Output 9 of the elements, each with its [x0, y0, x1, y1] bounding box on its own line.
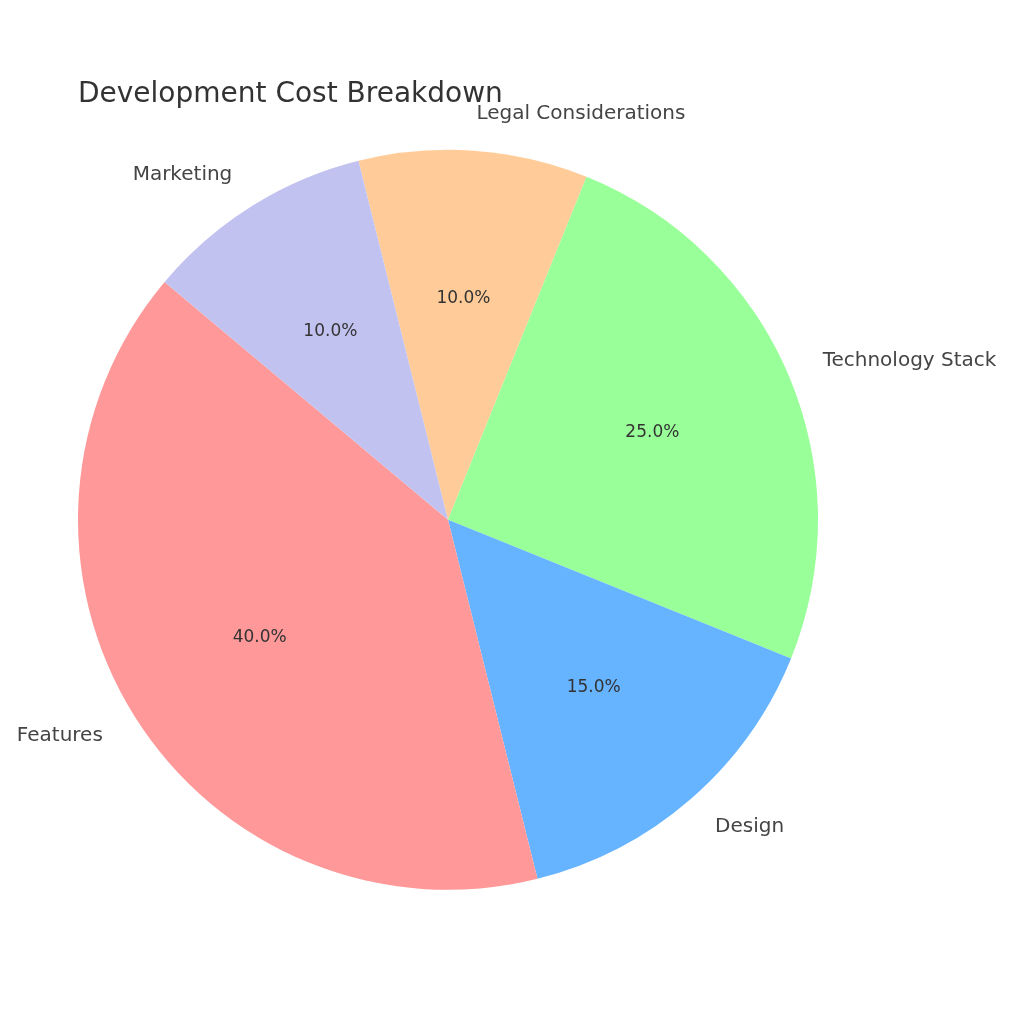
slice-label: Features: [16, 721, 103, 746]
data-label: 25.0%: [625, 421, 680, 442]
data-label: 10.0%: [436, 286, 491, 307]
slice-label: Technology Stack: [821, 346, 997, 371]
slice-label: Marketing: [132, 160, 233, 185]
data-label: 15.0%: [566, 675, 621, 696]
slice-label: Design: [715, 813, 785, 838]
data-label: 10.0%: [303, 319, 358, 340]
data-label: 40.0%: [232, 625, 287, 646]
